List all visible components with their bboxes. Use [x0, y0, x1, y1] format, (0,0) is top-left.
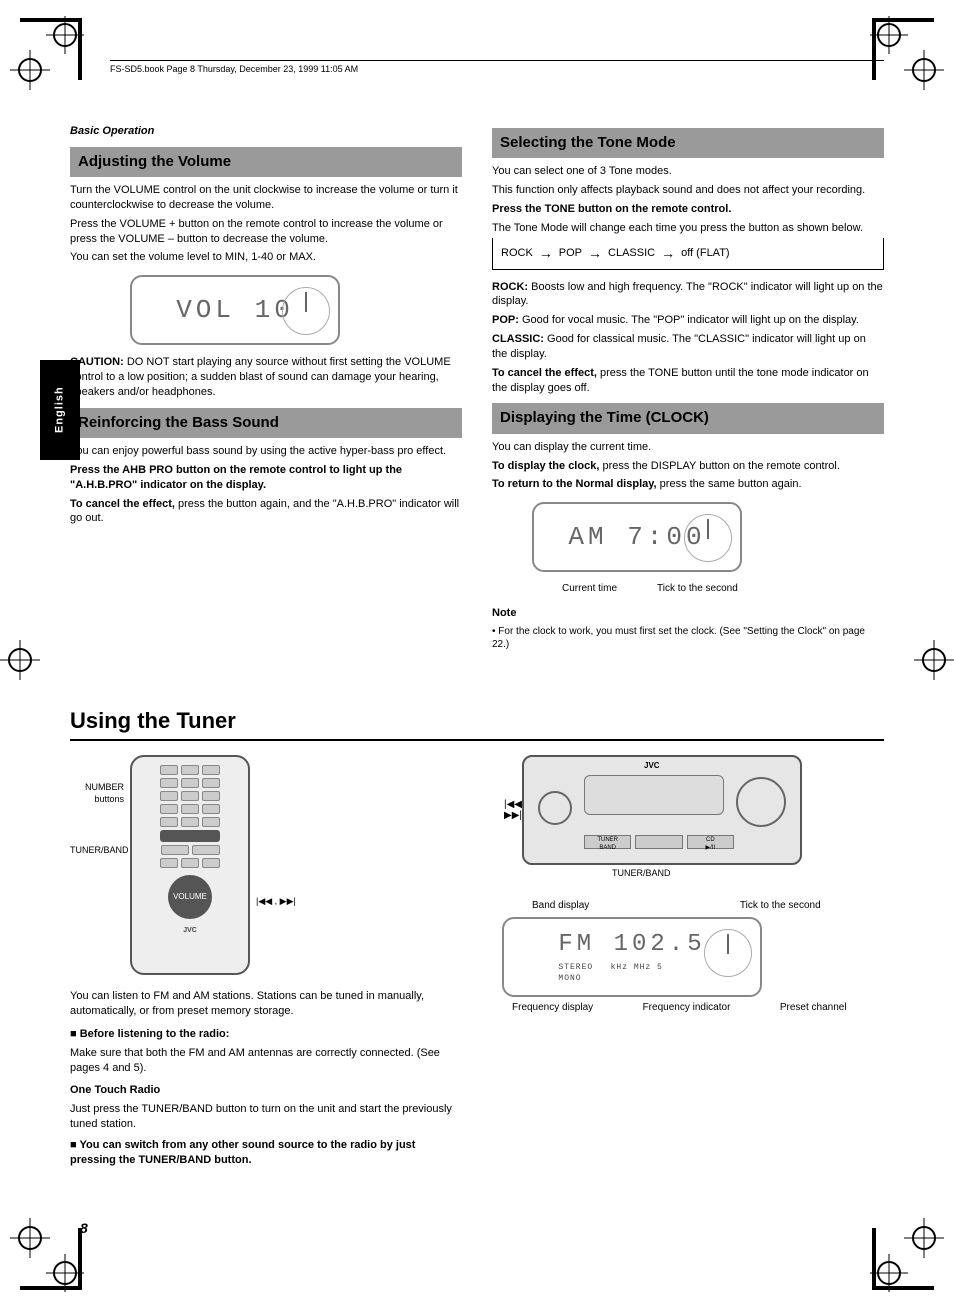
unit-button: TUNERBAND [584, 835, 631, 849]
arrow-icon: → [588, 244, 602, 263]
subhead: ■ Before listening to the radio: [70, 1027, 462, 1042]
crop-mark-icon [864, 1218, 944, 1298]
clock-dial-icon [684, 514, 732, 562]
flow-item: ROCK [501, 246, 533, 261]
section-title: Using the Tuner [70, 686, 884, 736]
body-text: Make sure that both the FM and AM antenn… [70, 1046, 462, 1076]
unit-button [635, 835, 682, 849]
off-label: To cancel the effect, [70, 498, 175, 510]
heading-clock: Displaying the Time (CLOCK) [492, 403, 884, 433]
body-text: To display the clock, press the DISPLAY … [492, 459, 884, 474]
body-text: You can set the volume level to MIN, 1-4… [70, 250, 462, 265]
anno: TUNER/BAND [612, 867, 884, 879]
caption: Frequency display [512, 1001, 631, 1015]
knob-icon [538, 791, 572, 825]
caption: Tick to the second [657, 582, 738, 596]
heading-bass: Reinforcing the Bass Sound [70, 408, 462, 438]
crop-mark-icon [864, 10, 944, 90]
note-label: Note [492, 606, 884, 621]
caption: Tick to the second [740, 899, 884, 913]
page-number: 8 [80, 1219, 88, 1238]
lcd-text: VOL 10 [176, 293, 294, 328]
lcd-clock: AM 7:00 [532, 502, 742, 572]
arrow-icon: → [539, 244, 553, 263]
language-tab: English [40, 360, 80, 460]
crop-mark-icon [10, 1218, 90, 1298]
body-text: You can display the current time. [492, 440, 884, 455]
crop-mark-icon [10, 10, 90, 90]
body-text: To cancel the effect, press the button a… [70, 497, 462, 527]
flow-item: POP [559, 246, 582, 261]
body-text: To cancel the effect, press the TONE but… [492, 366, 884, 396]
screen-icon [584, 775, 724, 815]
volume-dial-icon: VOLUME [168, 875, 212, 919]
body-text: Press the AHB PRO button on the remote c… [70, 463, 462, 493]
caution: CAUTION: DO NOT start playing any source… [70, 355, 462, 400]
tuner-left: NUMBER buttons TUNER/BAND VOLUME JVC [70, 755, 462, 1171]
tone-cycle-diagram: ROCK → POP → CLASSIC → off (FLAT) [492, 242, 884, 270]
body-text: Turn the VOLUME control on the unit cloc… [70, 183, 462, 213]
heading-volume: Adjusting the Volume [70, 147, 462, 177]
body-text: Just press the TUNER/BAND button to turn… [70, 1102, 462, 1132]
subhead: One Touch Radio [70, 1083, 462, 1098]
brand-label: JVC [183, 926, 197, 935]
caption: Frequency indicator [643, 1001, 768, 1015]
body-text: POP: Good for vocal music. The "POP" ind… [492, 313, 884, 328]
clock-dial-icon [704, 929, 752, 977]
body-text: Press the VOLUME + button on the remote … [70, 217, 462, 247]
clock-dial-icon [282, 287, 330, 335]
lcd-text: FM 102.5 [558, 929, 705, 961]
arrow-icon: → [661, 244, 675, 263]
left-column: Basic Operation Adjusting the Volume Tur… [70, 120, 462, 656]
lcd-volume: VOL 10 [130, 275, 340, 345]
body-text: ■ You can switch from any other sound so… [70, 1138, 462, 1168]
lcd-tuner: FM 102.5 STEREO kHz MHz 5 MONO [502, 917, 762, 997]
heading-tone: Selecting the Tone Mode [492, 128, 884, 158]
anno: |◀◀ , ▶▶| [256, 895, 296, 907]
anno: NUMBER buttons [70, 781, 124, 805]
continued-label: Basic Operation [70, 124, 462, 139]
header-text: FS-SD5.book Page 8 Thursday, December 23… [110, 63, 358, 75]
body-text: You can listen to FM and AM stations. St… [70, 989, 462, 1019]
caption: Band display [532, 899, 653, 913]
anno: |◀◀▶▶| [492, 799, 522, 821]
header-line: FS-SD5.book Page 8 Thursday, December 23… [110, 60, 884, 75]
section-rule [70, 739, 884, 741]
caption: Current time [562, 582, 617, 596]
flow-item: off (FLAT) [681, 246, 730, 261]
body-text: You can select one of 3 Tone modes. [492, 164, 884, 179]
body-text: Press the TONE button on the remote cont… [492, 202, 884, 217]
body-text: To return to the Normal display, press t… [492, 477, 884, 492]
body-text: This function only affects playback soun… [492, 183, 884, 198]
body-text: You can enjoy powerful bass sound by usi… [70, 444, 462, 459]
crop-mark-icon [914, 640, 954, 680]
body-text: The Tone Mode will change each time you … [492, 221, 884, 236]
right-column: Selecting the Tone Mode You can select o… [492, 120, 884, 656]
crop-mark-icon [0, 640, 40, 680]
remote-control-diagram: VOLUME JVC [130, 755, 250, 975]
brand-label: JVC [644, 761, 660, 772]
flow-item: CLASSIC [608, 246, 655, 261]
unit-button: CD▶/II [687, 835, 734, 849]
remote-annotations: NUMBER buttons TUNER/BAND [70, 781, 130, 855]
main-unit-diagram: JVC TUNERBAND CD▶/II [522, 755, 802, 865]
body-text: CLASSIC: Good for classical music. The "… [492, 332, 884, 362]
note-body: • For the clock to work, you must first … [492, 625, 884, 652]
body-text: ROCK: Boosts low and high frequency. The… [492, 280, 884, 310]
caution-body: DO NOT start playing any source without … [70, 356, 451, 398]
volume-knob-icon [736, 777, 786, 827]
caption: Preset channel [780, 1001, 884, 1015]
tuner-right: |◀◀▶▶| JVC TUNERBAND CD▶/II TUNER/BAND [492, 755, 884, 1171]
anno: TUNER/BAND [70, 844, 124, 856]
